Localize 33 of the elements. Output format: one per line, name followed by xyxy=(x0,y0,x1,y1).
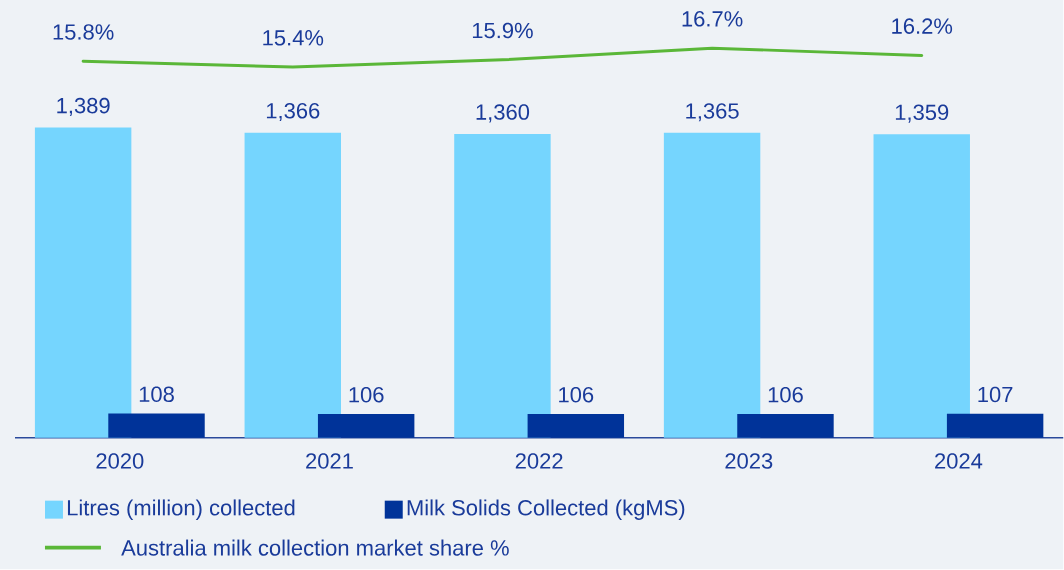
data-label: 16.2% xyxy=(892,18,953,35)
x-tick-label: 2021 xyxy=(306,453,353,469)
x-tick-label: 2020 xyxy=(96,453,144,469)
data-label: 1,389 xyxy=(57,98,110,117)
bar xyxy=(244,132,341,438)
x-tick-label: 2023 xyxy=(725,453,773,469)
data-label: 1,365 xyxy=(686,103,739,122)
data-label: 106 xyxy=(768,387,803,403)
data-label: 106 xyxy=(349,387,384,403)
bar xyxy=(737,414,834,438)
legend-label: Australia milk collection market share % xyxy=(121,539,509,556)
bar xyxy=(317,414,415,438)
data-label: 1,359 xyxy=(895,104,949,123)
data-label: 15.4% xyxy=(263,30,324,46)
bar xyxy=(108,413,205,438)
bar xyxy=(873,134,970,438)
data-label: 16.7% xyxy=(682,11,743,27)
bar xyxy=(454,134,551,438)
legend-label: Litres (million) collected xyxy=(67,499,295,521)
x-tick-label: 2022 xyxy=(515,453,563,469)
bar xyxy=(663,133,761,438)
data-label: 1,366 xyxy=(266,103,320,122)
data-label: 1,360 xyxy=(476,104,530,123)
x-tick-label: 2024 xyxy=(935,453,983,469)
data-label: 15.8% xyxy=(53,24,114,40)
data-label: 106 xyxy=(559,387,594,403)
bar xyxy=(946,413,1044,438)
legend-label: Milk Solids Collected (kgMS) xyxy=(407,499,685,521)
bar xyxy=(527,414,625,438)
data-label: 15.9% xyxy=(472,22,533,39)
data-label: 108 xyxy=(139,386,174,403)
bar xyxy=(34,127,132,438)
data-label: 107 xyxy=(978,386,1013,403)
